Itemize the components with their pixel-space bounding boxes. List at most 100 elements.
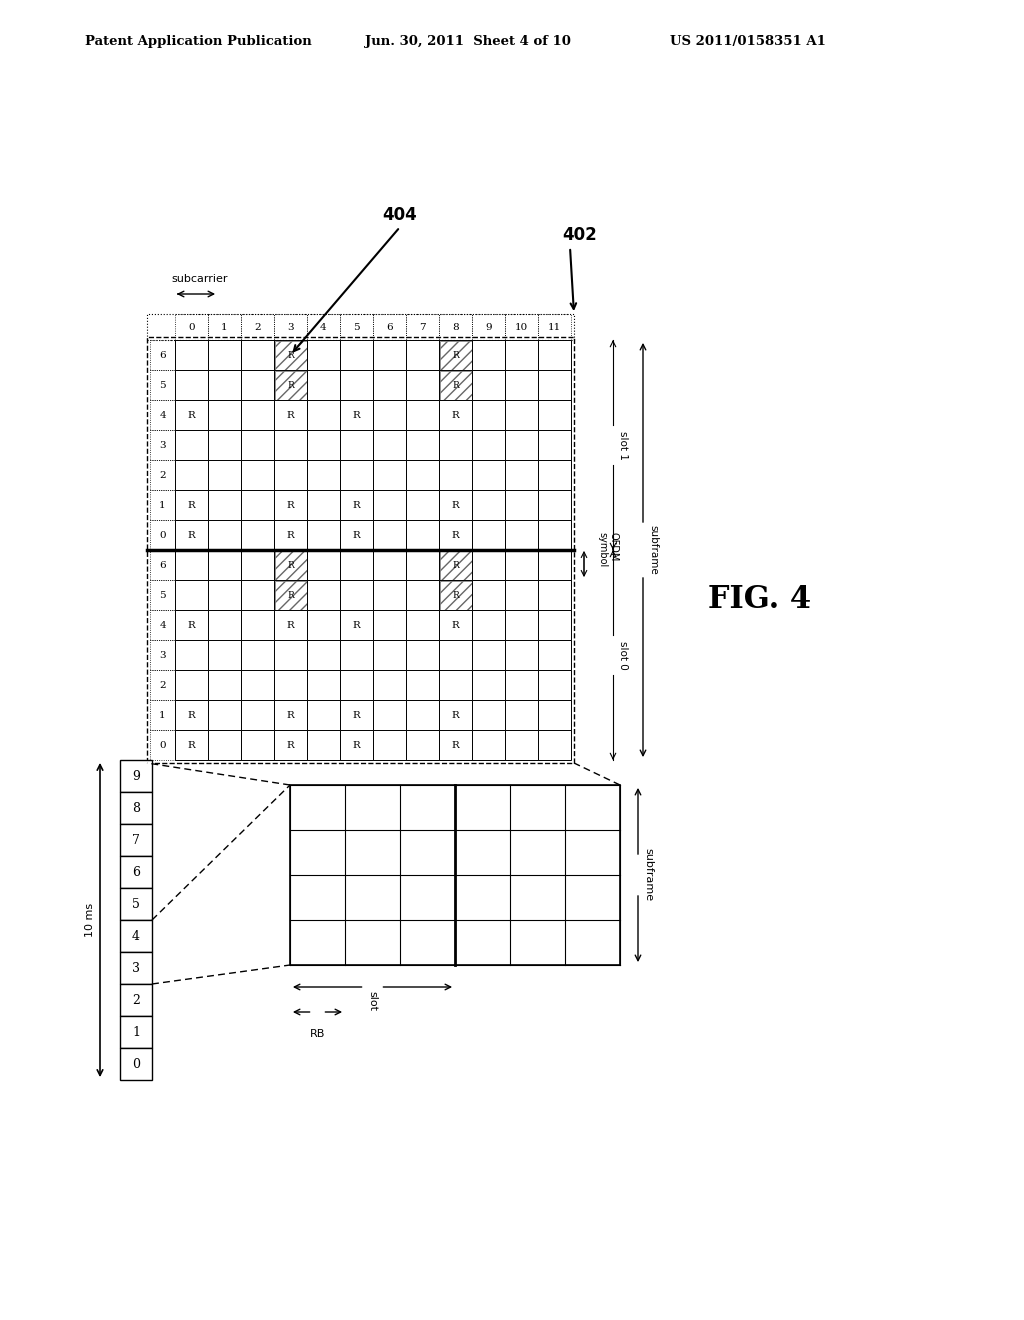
Text: 6: 6: [159, 561, 166, 569]
Bar: [340, 400, 373, 430]
Text: 0: 0: [159, 531, 166, 540]
Bar: [175, 730, 208, 760]
Text: R: R: [352, 531, 360, 540]
Bar: [538, 430, 571, 459]
Bar: [120, 1016, 152, 1048]
Bar: [307, 430, 340, 459]
Bar: [241, 671, 274, 700]
Bar: [472, 490, 505, 520]
Bar: [439, 550, 471, 579]
Bar: [439, 430, 472, 459]
Bar: [150, 550, 175, 579]
Bar: [150, 640, 175, 671]
Bar: [373, 550, 406, 579]
Bar: [120, 760, 152, 792]
Bar: [147, 314, 574, 341]
Bar: [505, 671, 538, 700]
Bar: [150, 341, 175, 370]
Bar: [241, 640, 274, 671]
Bar: [373, 610, 406, 640]
Text: R: R: [352, 620, 360, 630]
Bar: [175, 610, 208, 640]
Bar: [120, 888, 152, 920]
Text: R: R: [453, 351, 459, 359]
Text: R: R: [452, 411, 460, 420]
Bar: [439, 314, 472, 341]
Bar: [406, 550, 439, 579]
Bar: [373, 490, 406, 520]
Bar: [307, 730, 340, 760]
Bar: [538, 730, 571, 760]
Text: R: R: [187, 531, 196, 540]
Bar: [505, 341, 538, 370]
Bar: [373, 314, 406, 341]
Text: 1: 1: [159, 500, 166, 510]
Text: R: R: [452, 710, 460, 719]
Bar: [373, 520, 406, 550]
Text: 3: 3: [132, 961, 140, 974]
Bar: [538, 640, 571, 671]
Bar: [307, 640, 340, 671]
Text: 402: 402: [562, 226, 597, 244]
Bar: [373, 730, 406, 760]
Bar: [241, 579, 274, 610]
Bar: [150, 520, 175, 550]
Text: R: R: [452, 500, 460, 510]
Bar: [439, 730, 472, 760]
Text: 0: 0: [132, 1057, 140, 1071]
Bar: [505, 490, 538, 520]
Bar: [208, 520, 241, 550]
Bar: [373, 700, 406, 730]
Bar: [439, 550, 472, 579]
Text: 6: 6: [386, 322, 393, 331]
Bar: [175, 370, 208, 400]
Bar: [406, 579, 439, 610]
Bar: [340, 341, 373, 370]
Bar: [274, 400, 307, 430]
Text: 2: 2: [132, 994, 140, 1006]
Bar: [175, 341, 208, 370]
Bar: [538, 550, 571, 579]
Text: R: R: [287, 741, 294, 750]
Bar: [340, 610, 373, 640]
Bar: [120, 1048, 152, 1080]
Bar: [274, 341, 306, 370]
Text: Patent Application Publication: Patent Application Publication: [85, 36, 311, 48]
Bar: [175, 550, 208, 579]
Bar: [505, 520, 538, 550]
Bar: [472, 700, 505, 730]
Bar: [241, 314, 274, 341]
Bar: [274, 430, 307, 459]
Bar: [538, 341, 571, 370]
Bar: [208, 671, 241, 700]
Bar: [208, 550, 241, 579]
Bar: [307, 459, 340, 490]
Bar: [406, 400, 439, 430]
Bar: [340, 370, 373, 400]
Bar: [307, 314, 340, 341]
Text: 9: 9: [132, 770, 140, 783]
Text: R: R: [287, 710, 294, 719]
Text: 4: 4: [159, 411, 166, 420]
Bar: [406, 490, 439, 520]
Bar: [406, 459, 439, 490]
Bar: [208, 579, 241, 610]
Bar: [472, 579, 505, 610]
Text: 7: 7: [419, 322, 426, 331]
Bar: [505, 370, 538, 400]
Bar: [274, 730, 307, 760]
Bar: [439, 581, 471, 610]
Text: 10: 10: [515, 322, 528, 331]
Bar: [150, 430, 175, 459]
Bar: [208, 430, 241, 459]
Text: 4: 4: [321, 322, 327, 331]
Bar: [208, 459, 241, 490]
Bar: [208, 490, 241, 520]
Text: slot 1: slot 1: [618, 430, 628, 459]
Bar: [241, 370, 274, 400]
Bar: [472, 400, 505, 430]
Text: 0: 0: [159, 741, 166, 750]
Bar: [340, 520, 373, 550]
Bar: [150, 370, 175, 400]
Bar: [472, 671, 505, 700]
